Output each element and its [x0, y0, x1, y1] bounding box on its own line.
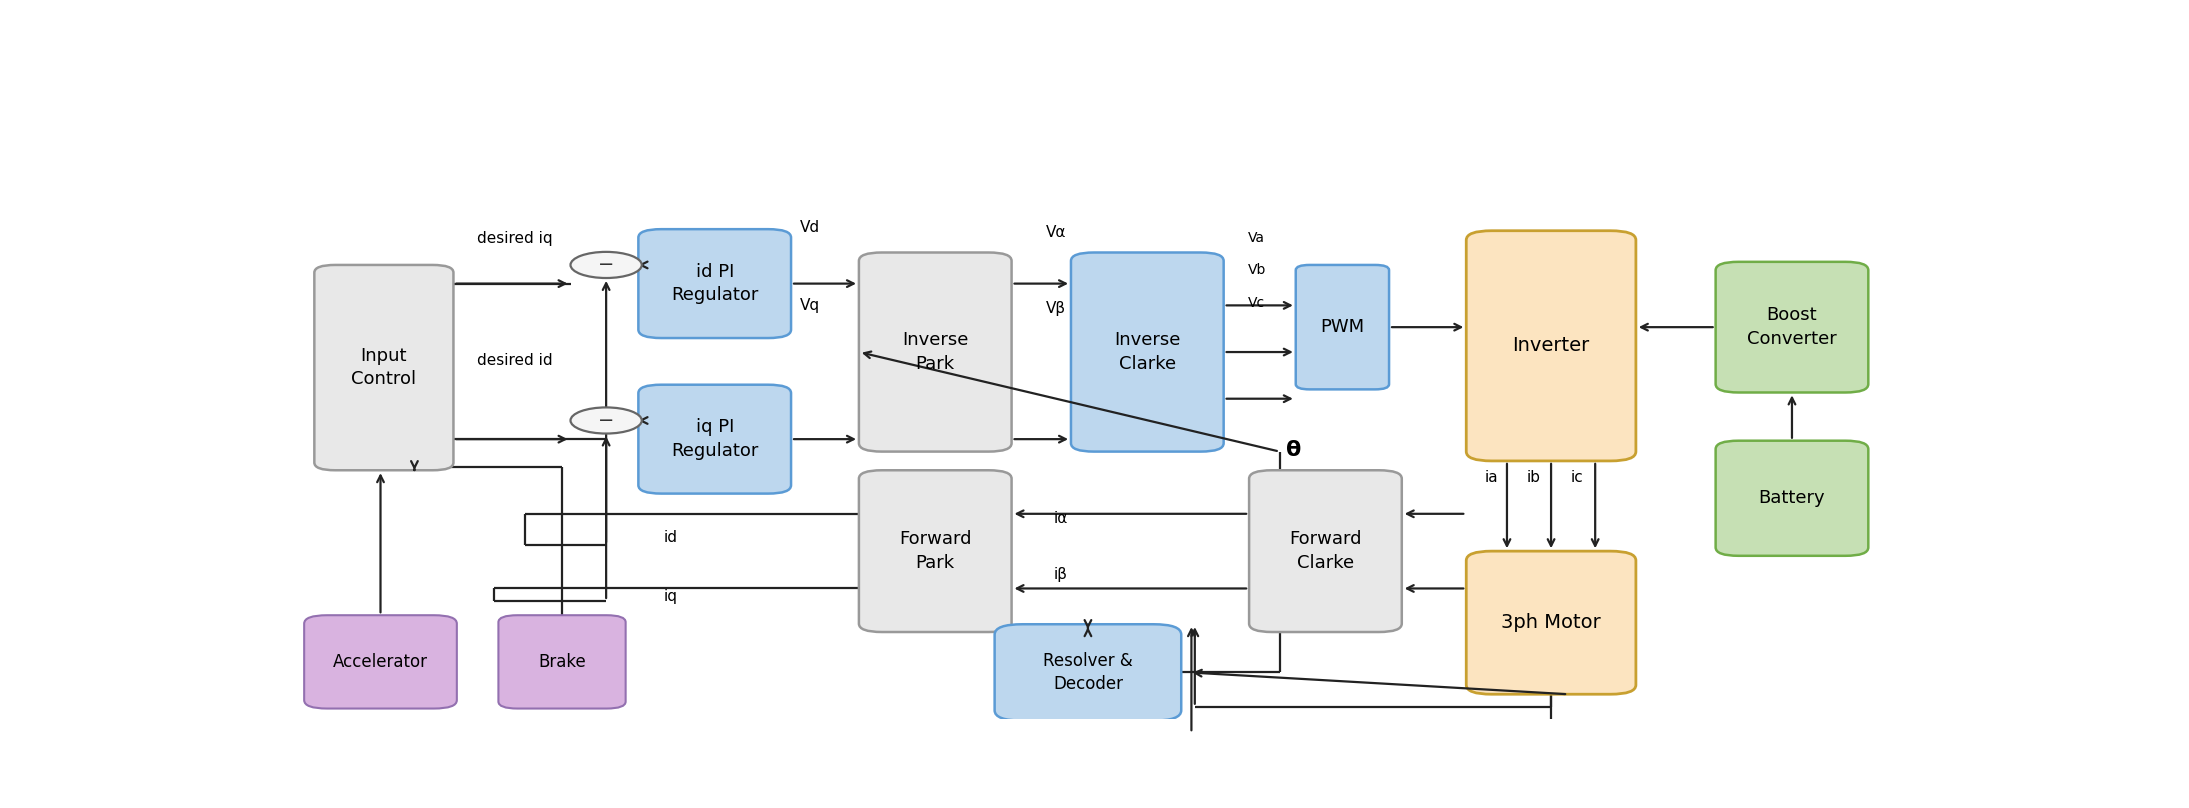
FancyBboxPatch shape [304, 615, 458, 709]
Text: Boost
Converter: Boost Converter [1747, 306, 1837, 348]
Text: Vβ: Vβ [1046, 301, 1066, 316]
Text: Forward
Park: Forward Park [900, 530, 972, 572]
Text: Vb: Vb [1248, 263, 1265, 277]
Text: Vq: Vq [799, 298, 819, 314]
FancyBboxPatch shape [994, 625, 1182, 721]
Circle shape [571, 407, 641, 434]
FancyBboxPatch shape [639, 385, 790, 494]
Text: Inverse
Clarke: Inverse Clarke [1114, 331, 1180, 372]
FancyBboxPatch shape [315, 265, 453, 470]
Text: iq: iq [663, 589, 679, 604]
FancyBboxPatch shape [858, 252, 1011, 452]
Text: Brake: Brake [538, 653, 587, 671]
FancyBboxPatch shape [858, 470, 1011, 632]
Text: id PI
Regulator: id PI Regulator [672, 263, 757, 305]
FancyBboxPatch shape [1467, 551, 1635, 694]
Text: Input
Control: Input Control [350, 347, 416, 389]
Text: Inverter: Inverter [1513, 336, 1589, 356]
Text: iq PI
Regulator: iq PI Regulator [672, 419, 757, 460]
Text: −: − [598, 255, 615, 275]
Text: −: − [598, 411, 615, 430]
FancyBboxPatch shape [1716, 262, 1869, 393]
Text: Vα: Vα [1046, 225, 1066, 240]
Text: ib: ib [1528, 470, 1541, 486]
Text: Accelerator: Accelerator [333, 653, 429, 671]
Text: desired iq: desired iq [477, 231, 554, 246]
Text: Inverse
Park: Inverse Park [902, 331, 968, 372]
FancyBboxPatch shape [1070, 252, 1224, 452]
Text: id: id [663, 530, 679, 545]
Circle shape [571, 252, 641, 278]
Text: iβ: iβ [1055, 567, 1068, 583]
FancyBboxPatch shape [1716, 440, 1869, 556]
FancyBboxPatch shape [499, 615, 626, 709]
Text: desired id: desired id [477, 352, 554, 368]
Text: Vc: Vc [1248, 296, 1265, 309]
Text: ia: ia [1484, 470, 1499, 486]
FancyBboxPatch shape [1467, 231, 1635, 461]
Text: θ: θ [1287, 440, 1302, 461]
FancyBboxPatch shape [1296, 265, 1390, 389]
Text: Resolver &
Decoder: Resolver & Decoder [1042, 652, 1134, 693]
Text: iα: iα [1055, 511, 1068, 526]
Text: ic: ic [1570, 470, 1583, 486]
Text: Vd: Vd [799, 220, 819, 235]
FancyBboxPatch shape [1250, 470, 1401, 632]
Text: Battery: Battery [1758, 490, 1826, 507]
Text: Va: Va [1248, 231, 1265, 245]
FancyBboxPatch shape [639, 229, 790, 338]
Text: 3ph Motor: 3ph Motor [1502, 613, 1600, 632]
Text: PWM: PWM [1320, 318, 1364, 336]
Text: Forward
Clarke: Forward Clarke [1289, 530, 1362, 572]
